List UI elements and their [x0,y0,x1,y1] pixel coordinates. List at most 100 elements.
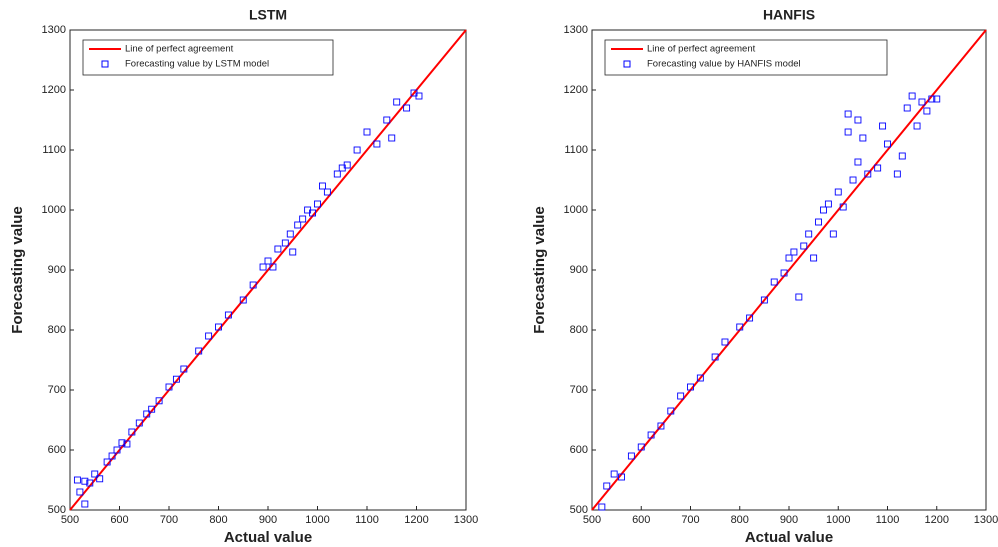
data-point [711,353,719,361]
y-tick-label: 600 [570,444,588,456]
data-point [820,206,827,214]
y-tick-label: 600 [48,444,66,456]
data-point [610,470,618,478]
legend-label: Line of perfect agreement [647,44,756,55]
y-tick-label: 800 [570,324,588,336]
y-tick-label: 700 [48,384,66,396]
data-point [770,278,778,286]
y-tick-label: 1000 [564,204,588,216]
data-point [647,431,655,439]
data-point [918,98,926,106]
data-point [118,439,126,447]
data-point [269,263,277,271]
x-tick-label: 700 [160,514,178,526]
y-axis-label: Forecasting value [531,206,548,334]
data-point [289,248,297,256]
data-point [274,245,282,253]
x-tick-label: 500 [61,514,79,526]
x-tick-label: 1200 [925,514,949,526]
data-point [790,248,798,256]
x-tick-label: 600 [110,514,128,526]
y-tick-label: 1000 [42,204,66,216]
data-point [299,215,307,223]
data-point [259,263,267,271]
data-point [73,476,81,484]
data-point [108,452,116,460]
data-point [903,104,911,112]
data-point [598,503,606,511]
data-point [81,477,89,485]
data-point [165,383,173,391]
data-point [780,269,788,277]
data-point [148,405,156,413]
data-point [657,422,665,430]
data-point [736,323,744,331]
y-tick-label: 1300 [42,24,66,36]
data-point [393,98,401,106]
data-point [667,407,675,415]
data-point [76,488,84,496]
data-point [746,314,754,322]
data-point [373,140,381,148]
legend-label: Forecasting value by HANFIS model [647,59,801,70]
chart-title: LSTM [249,7,287,23]
data-point [103,458,111,466]
y-tick-label: 1300 [564,24,588,36]
data-point [224,311,232,319]
data-point [829,230,837,238]
data-point [815,218,822,226]
data-point [785,254,793,262]
data-point [637,443,645,451]
data-point [286,230,294,238]
data-point [810,254,818,262]
y-axis-label: Forecasting value [9,206,26,334]
data-point [805,230,813,238]
data-point [760,296,768,304]
data-point [86,479,94,487]
data-point [314,200,321,208]
data-point [874,164,882,172]
data-point [195,347,203,355]
data-point [383,116,391,124]
y-tick-label: 500 [48,504,66,516]
data-point [172,375,180,383]
data-point [923,107,931,115]
x-tick-label: 800 [209,514,227,526]
data-point [143,410,151,418]
data-point [854,116,862,124]
data-point [908,92,916,100]
data-point [893,170,901,178]
x-tick-label: 1300 [974,514,998,526]
data-point [696,374,704,382]
legend-box [82,39,334,76]
x-tick-label: 900 [259,514,277,526]
data-point [677,392,685,400]
data-point [309,209,316,217]
x-tick-label: 1200 [404,514,428,526]
data-point [795,293,803,301]
data-point [333,170,341,178]
data-point [205,332,213,340]
data-point [281,239,289,247]
data-point [854,158,862,166]
x-tick-label: 1000 [305,514,329,526]
data-point [81,500,89,508]
x-tick-label: 500 [583,514,601,526]
data-point [249,281,257,289]
data-point [933,95,941,103]
legend-label: Forecasting value by LSTM model [125,59,269,70]
data-point [363,128,371,136]
chart-title: HANFIS [763,7,815,23]
y-tick-label: 1100 [564,144,588,156]
data-point [415,92,423,100]
x-tick-label: 1100 [876,514,900,526]
data-point [128,428,136,436]
data-point [388,134,396,142]
x-axis-label: Actual value [745,529,833,546]
data-point [824,200,832,208]
data-point [113,446,121,454]
data-point [403,104,411,112]
legend-label: Line of perfect agreement [125,44,234,55]
x-tick-label: 700 [681,514,699,526]
data-point [844,128,852,136]
